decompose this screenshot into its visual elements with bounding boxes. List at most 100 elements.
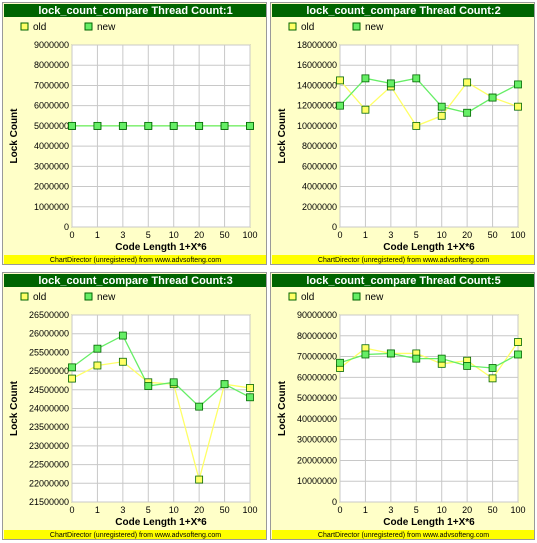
y-tick-label: 6000000 [34,101,69,111]
title-bar [272,4,534,17]
series-line-old [71,361,251,483]
chart-panel-2: lock_count_compare Thread Count:2 old new 0… [270,2,535,265]
data-point-old [93,361,102,370]
legend-marker-old [20,292,29,301]
y-tick-label: 60000000 [297,372,337,382]
chart-title: lock_count_compare Thread Count:2 [306,5,500,17]
y-tick-label: 1000000 [34,202,69,212]
footer-text: ChartDirector (unregistered) from www.ad… [50,257,221,264]
y-tick-label: 20000000 [297,455,337,465]
y-tick-label: 70000000 [297,352,337,362]
data-point-new [93,344,102,353]
footer-bar [272,255,534,264]
plot-area [339,44,519,228]
chart-panel-1: lock_count_compare Thread Count:1 old new 0… [2,2,267,265]
x-tick-label: 1 [363,230,368,240]
y-tick-label: 4000000 [34,141,69,151]
data-point-new [488,93,497,102]
data-point-new [144,121,153,130]
plot-area [339,314,519,503]
x-tick-label: 20 [462,230,472,240]
data-point-new [220,121,229,130]
x-tick-label: 100 [510,505,525,515]
footer-bar [4,530,266,539]
y-tick-label: 3000000 [34,161,69,171]
data-point-new [220,380,229,389]
chart-title: lock_count_compare Thread Count:1 [38,5,232,17]
title-bar [4,4,266,17]
x-tick-label: 10 [437,230,447,240]
y-tick-label: 4000000 [302,182,337,192]
y-tick-label: 18000000 [297,40,337,50]
y-tick-label: 2000000 [34,182,69,192]
legend-label-old: old [301,292,314,303]
data-point-new [118,331,127,340]
x-tick-label: 0 [69,505,74,515]
x-tick-label: 3 [388,230,393,240]
legend-marker-new [84,292,93,301]
data-point-new [68,121,76,130]
x-tick-label: 0 [337,505,342,515]
y-tick-label: 24500000 [29,385,69,395]
data-point-new [514,350,522,359]
data-point-new [488,364,497,372]
x-axis-label: Code Length 1+X*6 [383,242,475,253]
y-axis-label: Lock Count [277,108,288,164]
plot-area [71,44,251,228]
data-point-new [412,354,421,363]
x-tick-label: 50 [220,230,230,240]
footer-bar [272,530,534,539]
data-point-new [169,121,178,130]
x-tick-label: 20 [194,505,204,515]
data-point-old [361,105,370,114]
y-axis-label: Lock Count [9,380,20,436]
x-axis-label: Code Length 1+X*6 [115,242,207,253]
data-point-new [118,121,127,130]
x-axis-label: Code Length 1+X*6 [115,517,207,528]
y-tick-label: 40000000 [297,414,337,424]
data-point-new [386,79,395,88]
legend-label-old: old [33,292,46,303]
y-tick-label: 10000000 [297,476,337,486]
data-point-old [463,78,472,87]
legend-label-new: new [365,292,384,303]
data-point-new [412,74,421,83]
x-tick-label: 0 [69,230,74,240]
data-point-new [246,121,254,130]
legend-label-new: new [97,292,116,303]
chart-2: lock_count_compare Thread Count:2 old new 0… [272,4,534,264]
data-point-new [246,393,254,402]
y-tick-label: 8000000 [34,60,69,70]
y-tick-label: 7000000 [34,80,69,90]
legend-marker-old [288,292,297,301]
y-tick-label: 5000000 [34,121,69,131]
y-tick-label: 26000000 [29,329,69,339]
y-tick-label: 0 [64,222,69,232]
x-tick-label: 10 [169,230,179,240]
x-tick-label: 1 [95,230,100,240]
x-tick-label: 3 [120,505,125,515]
chart-4: lock_count_compare Thread Count:5 old new 0… [272,274,534,539]
legend-marker-new [84,22,93,31]
chart-1: lock_count_compare Thread Count:1 old new 0… [4,4,266,264]
data-point-new [437,102,446,111]
series-line-new [339,77,519,114]
footer-bar [4,255,266,264]
y-tick-label: 25000000 [29,366,69,376]
y-tick-label: 0 [332,497,337,507]
data-point-new [386,349,395,358]
data-point-old [412,121,421,130]
footer-text: ChartDirector (unregistered) from www.ad… [318,532,489,539]
data-point-new [463,362,472,370]
x-tick-label: 3 [388,505,393,515]
data-point-old [437,111,446,120]
legend-marker-new [352,292,361,301]
x-tick-label: 50 [488,505,498,515]
data-point-new [93,121,102,130]
y-tick-label: 22000000 [29,478,69,488]
chart-panel-4: lock_count_compare Thread Count:5 old new 0… [270,272,535,540]
y-tick-label: 80000000 [297,331,337,341]
data-point-new [169,378,178,387]
data-point-old [118,357,127,366]
legend-label-old: old [301,22,314,33]
